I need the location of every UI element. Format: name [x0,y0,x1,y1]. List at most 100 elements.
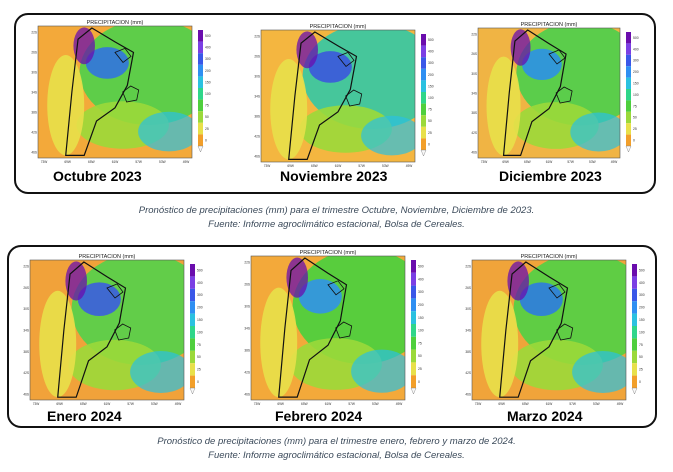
lat-tick-label: 38S [244,349,250,353]
lon-tick-label: 61W [112,160,119,164]
lat-tick-label: 42S [244,371,250,375]
legend-tick-label: 400 [633,47,639,51]
map-title: PRECIPITACION (mm) [87,20,144,26]
lat-tick-label: 22S [23,265,29,269]
lat-tick-label: 30S [31,71,37,75]
lat-tick-label: 46S [254,155,260,159]
lon-tick-label: 57W [569,402,576,406]
legend-tick-label: 75 [418,341,422,345]
legend-tick-label: 75 [633,104,637,108]
precipitation-map-november-2023: PRECIPITACION (mm) 22S 26S 30S 34S 38S 42S 46S 7… [253,22,435,170]
legend-tick-label: 400 [639,281,645,285]
lon-tick-label: 69W [277,402,284,406]
legend-swatch [190,350,195,364]
legend-swatch [632,301,637,314]
legend-swatch [198,122,203,135]
lat-tick-label: 22S [465,265,471,269]
lat-tick-label: 26S [254,55,260,59]
lat-tick-label: 34S [254,95,260,99]
lon-tick-label: 65W [88,160,95,164]
map-title: PRECIPITACION (mm) [521,22,578,28]
lon-tick-label: 49W [175,402,182,406]
legend-tick-label: 150 [197,318,203,322]
legend-tick-label: 150 [205,80,211,84]
legend-tick-label: 300 [633,59,639,63]
legend-swatch [190,375,195,388]
legend-swatch [421,92,426,104]
lat-tick-label: 42S [471,131,477,135]
lon-tick-label: 61W [335,164,342,168]
legend-swatch [421,68,426,81]
lon-tick-label: 49W [183,160,190,164]
legend-tick-label: 25 [633,127,637,131]
lat-tick-label: 42S [31,131,37,135]
legend-tick-label: 200 [418,303,424,307]
legend-swatch [626,111,631,124]
lon-tick-label: 69W [498,402,505,406]
lat-tick-label: 30S [23,307,29,311]
lat-tick-label: 46S [31,151,37,155]
lat-tick-label: 30S [465,307,471,311]
legend-swatch [411,311,416,324]
legend-swatch [411,272,416,286]
legend-swatch [411,336,416,350]
lon-tick-label: 49W [617,402,624,406]
map-title: PRECIPITACION (mm) [300,250,357,256]
map-canvas: PRECIPITACION (mm) 22S 26S 30S 34S 38S 42S 46S 7… [244,250,424,406]
legend-swatch [421,80,426,92]
legend-tick-label: 200 [205,69,211,73]
legend-tick-label: 400 [197,281,203,285]
lon-tick-label: 69W [56,402,63,406]
legend-tick-label: 100 [428,96,434,100]
legend-tick-label: 100 [197,330,203,334]
legend-swatch [421,45,426,58]
legend-tick-label: 150 [633,82,639,86]
lat-tick-label: 42S [465,371,471,375]
legend-tick-label: 300 [197,293,203,297]
lat-tick-label: 46S [471,151,477,155]
legend-swatch [421,34,426,46]
lon-tick-label: 57W [358,164,365,168]
precipitation-map-january-2024: PRECIPITACION (mm) 22S 26S 30S 34S 38S 42S 46S 7… [22,252,204,408]
lon-tick-label: 65W [80,402,87,406]
lat-tick-label: 38S [465,350,471,354]
lat-tick-label: 26S [31,51,37,55]
legend-swatch [411,362,416,376]
bottom-caption-line1: Pronóstico de precipitaciones (mm) para … [157,436,516,447]
legend-swatch [626,100,631,112]
legend-swatch [421,138,426,150]
lon-tick-label: 61W [546,160,553,164]
legend-tick-label: 400 [418,277,424,281]
legend-swatch [626,77,631,89]
lat-tick-label: 38S [471,111,477,115]
lat-tick-label: 26S [465,286,471,290]
lon-tick-label: 53W [593,402,600,406]
legend-swatch [626,43,631,55]
legend-swatch [632,326,637,339]
lon-tick-label: 73W [481,160,488,164]
legend-swatch [411,375,416,388]
legend-tick-label: 75 [639,343,643,347]
legend-swatch [626,134,631,146]
lat-tick-label: 26S [471,52,477,56]
lat-tick-label: 34S [465,329,471,333]
legend-tick-label: 50 [418,354,422,358]
legend-tick-label: 500 [639,268,645,272]
lon-tick-label: 57W [135,160,142,164]
map-canvas: PRECIPITACION (mm) 22S 26S 30S 34S 38S 42S 46S 7… [31,20,211,164]
legend-tick-label: 500 [205,34,211,38]
legend-swatch [198,76,203,88]
map-title: PRECIPITACION (mm) [310,24,367,30]
lon-tick-label: 73W [254,402,261,406]
legend-swatch [198,53,203,65]
lat-tick-label: 38S [23,350,29,354]
legend-swatch [421,103,426,116]
legend-tick-label: 200 [639,306,645,310]
legend-tick-label: 50 [205,115,209,119]
legend-tick-label: 200 [428,73,434,77]
legend-swatch [626,66,631,78]
legend-swatch [411,298,416,312]
legend-swatch [190,301,195,314]
legend-swatch [190,313,195,326]
lat-tick-label: 38S [254,115,260,119]
